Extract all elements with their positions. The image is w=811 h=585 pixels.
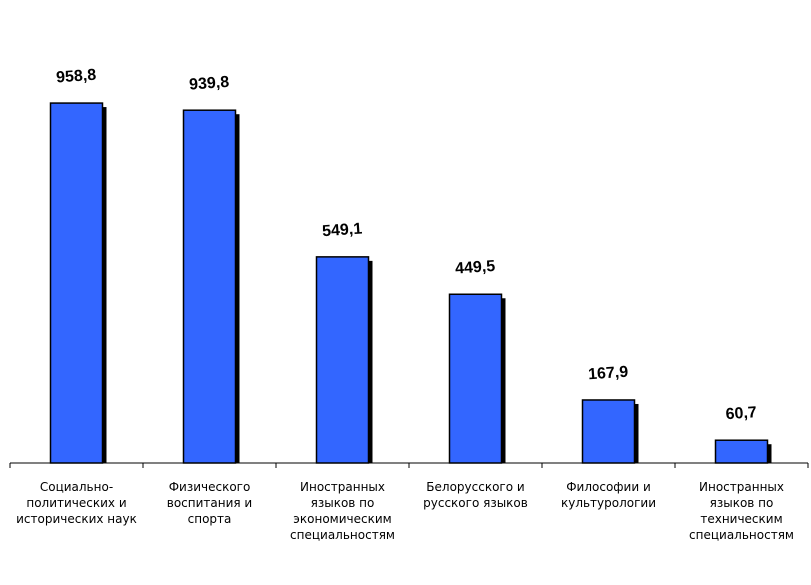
bar [714, 439, 769, 464]
bars-group [49, 102, 772, 464]
value-labels-group: 958,8 939,8 549,1 449,5 167,9 60,7 [56, 67, 758, 424]
bar [448, 293, 503, 464]
value-label: 449,5 [455, 258, 496, 278]
category-label: Иностранных языков по экономическим спец… [290, 480, 395, 542]
category-label: Социально- политических и исторических н… [16, 480, 137, 526]
value-label: 958,8 [56, 67, 97, 87]
category-label: Физического воспитания и спорта [166, 480, 253, 526]
value-label: 939,8 [189, 74, 230, 94]
category-label: Философии и культурологии [560, 480, 657, 510]
category-label: Иностранных языков по техническим специа… [689, 480, 794, 542]
value-label: 60,7 [725, 404, 757, 423]
bar [581, 399, 636, 464]
value-label: 549,1 [322, 220, 363, 240]
bar [315, 256, 370, 464]
x-axis [9, 462, 809, 468]
value-label: 167,9 [588, 364, 629, 384]
category-label: Белорусского и русского языков [423, 480, 528, 510]
bar [49, 102, 104, 464]
bar [182, 109, 237, 464]
